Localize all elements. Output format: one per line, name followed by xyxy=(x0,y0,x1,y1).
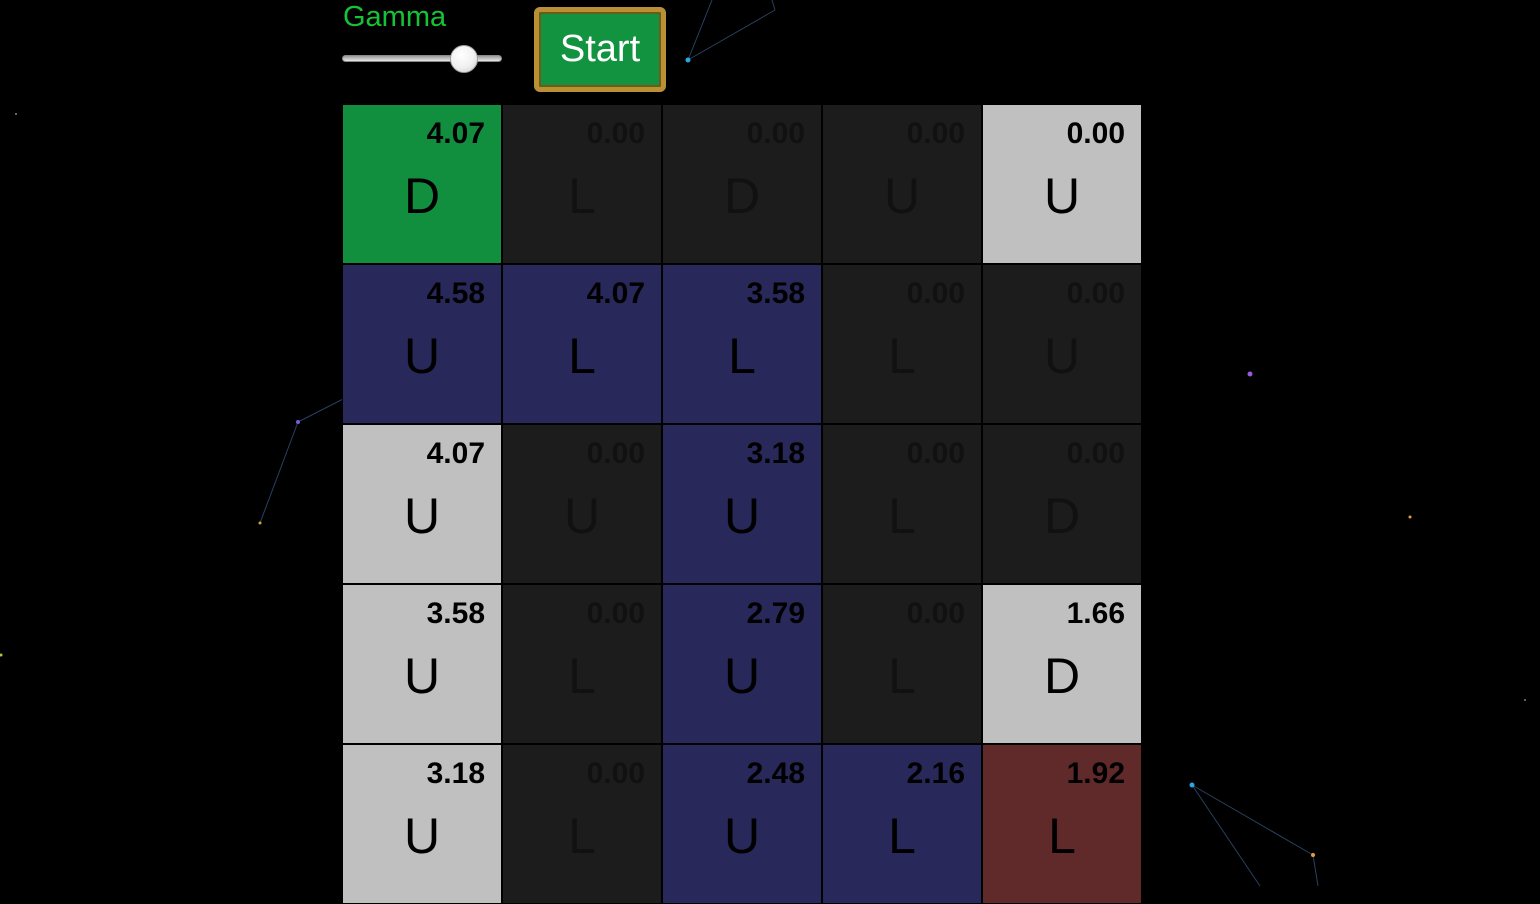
cell-action: U xyxy=(403,328,441,384)
grid-cell-path[interactable]: 3.18 U xyxy=(662,424,822,584)
cell-value: 0.00 xyxy=(586,597,645,630)
grid-cell-path[interactable]: 4.58 U xyxy=(342,264,502,424)
gamma-slider-thumb[interactable] xyxy=(450,45,479,73)
grid-cell-goal[interactable]: 1.92 L xyxy=(982,744,1142,904)
grid-cell-path[interactable]: 4.07 L xyxy=(502,264,662,424)
grid-cell-empty[interactable]: 0.00 D xyxy=(982,424,1142,584)
cell-value: 0.00 xyxy=(906,117,965,150)
cell-value: 4.07 xyxy=(586,277,645,310)
cell-action: D xyxy=(1043,488,1081,544)
grid-cell-path[interactable]: 2.79 U xyxy=(662,584,822,744)
cell-action: D xyxy=(1043,648,1081,704)
grid-cell-wall[interactable]: 3.58 U xyxy=(342,584,502,744)
cell-value: 2.16 xyxy=(906,757,965,790)
cell-value: 0.00 xyxy=(1066,437,1125,470)
gamma-slider[interactable] xyxy=(342,44,502,74)
cell-value: 2.48 xyxy=(746,757,805,790)
cell-value: 1.66 xyxy=(1066,597,1125,630)
cell-action: L xyxy=(568,648,596,704)
cell-value: 0.00 xyxy=(586,437,645,470)
gamma-slider-track[interactable] xyxy=(342,55,502,62)
cell-value: 3.58 xyxy=(746,277,805,310)
cell-value: 3.18 xyxy=(426,757,485,790)
cell-action: L xyxy=(888,808,916,864)
grid-cell-empty[interactable]: 0.00 L xyxy=(822,424,982,584)
cell-action: U xyxy=(563,488,601,544)
cell-value: 1.92 xyxy=(1066,757,1125,790)
grid-cell-start[interactable]: 4.07 D xyxy=(342,104,502,264)
grid-cell-empty[interactable]: 0.00 L xyxy=(502,104,662,264)
cell-value: 0.00 xyxy=(906,437,965,470)
grid-cell-wall[interactable]: 0.00 U xyxy=(982,104,1142,264)
cell-value: 3.58 xyxy=(426,597,485,630)
cell-action: L xyxy=(888,328,916,384)
cell-action: L xyxy=(888,488,916,544)
grid-cell-path[interactable]: 3.58 L xyxy=(662,264,822,424)
cell-value: 4.07 xyxy=(426,437,485,470)
grid-cell-wall[interactable]: 4.07 U xyxy=(342,424,502,584)
cell-action: U xyxy=(403,488,441,544)
value-grid: 4.07 D 0.00 L 0.00 D 0.00 U 0.00 U 4.58 U 4.07 L 3.58 L… xyxy=(342,104,1142,904)
cell-action: L xyxy=(728,328,756,384)
cell-value: 4.07 xyxy=(426,117,485,150)
cell-action: U xyxy=(723,488,761,544)
cell-action: U xyxy=(723,808,761,864)
cell-action: U xyxy=(1043,168,1081,224)
cell-action: L xyxy=(568,328,596,384)
grid-cell-wall[interactable]: 1.66 D xyxy=(982,584,1142,744)
cell-value: 0.00 xyxy=(1066,117,1125,150)
cell-value: 0.00 xyxy=(906,277,965,310)
cell-value: 0.00 xyxy=(586,117,645,150)
grid-cell-empty[interactable]: 0.00 U xyxy=(822,104,982,264)
cell-action: U xyxy=(403,808,441,864)
grid-cell-empty[interactable]: 0.00 L xyxy=(822,264,982,424)
start-button[interactable]: Start xyxy=(534,7,666,92)
grid-cell-path[interactable]: 2.48 U xyxy=(662,744,822,904)
cell-action: U xyxy=(883,168,921,224)
cell-action: U xyxy=(723,648,761,704)
cell-value: 2.79 xyxy=(746,597,805,630)
grid-cell-wall[interactable]: 3.18 U xyxy=(342,744,502,904)
cell-action: L xyxy=(1048,808,1076,864)
cell-action: L xyxy=(568,808,596,864)
grid-cell-empty[interactable]: 0.00 L xyxy=(502,584,662,744)
cell-value: 0.00 xyxy=(1066,277,1125,310)
cell-action: L xyxy=(568,168,596,224)
cell-action: U xyxy=(1043,328,1081,384)
grid-cell-empty[interactable]: 0.00 U xyxy=(982,264,1142,424)
grid-cell-empty[interactable]: 0.00 U xyxy=(502,424,662,584)
cell-action: D xyxy=(403,168,441,224)
cell-value: 0.00 xyxy=(746,117,805,150)
gamma-label: Gamma xyxy=(343,1,447,33)
cell-value: 0.00 xyxy=(906,597,965,630)
grid-cell-empty[interactable]: 0.00 D xyxy=(662,104,822,264)
cell-action: U xyxy=(403,648,441,704)
grid-cell-empty[interactable]: 0.00 L xyxy=(502,744,662,904)
grid-cell-empty[interactable]: 0.00 L xyxy=(822,584,982,744)
cell-value: 3.18 xyxy=(746,437,805,470)
cell-action: L xyxy=(888,648,916,704)
cell-action: D xyxy=(723,168,761,224)
cell-value: 4.58 xyxy=(426,277,485,310)
cell-value: 0.00 xyxy=(586,757,645,790)
grid-cell-path[interactable]: 2.16 L xyxy=(822,744,982,904)
